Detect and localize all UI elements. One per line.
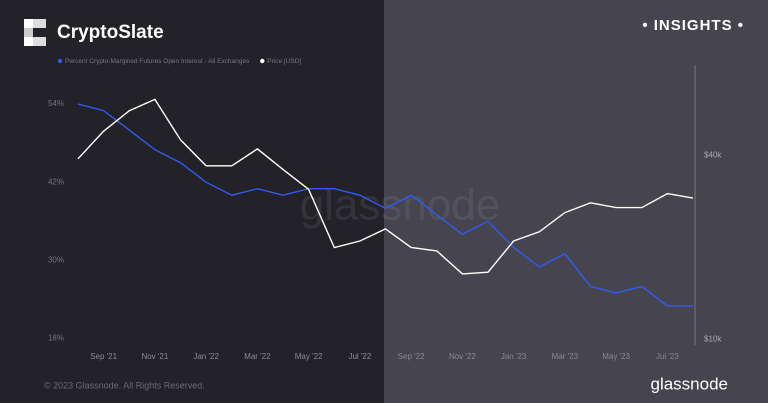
x-tick-label: May '23: [602, 352, 630, 361]
badge: • INSIGHTS •: [642, 17, 744, 34]
x-tick-label: Nov '21: [141, 352, 168, 361]
footer-logo: glassnode: [650, 374, 728, 393]
y-tick-label: 30%: [48, 255, 64, 264]
background-left: [0, 0, 384, 403]
x-tick-label: Sep '21: [90, 352, 117, 361]
x-tick-label: May '22: [295, 352, 323, 361]
legend-label: Price [USD]: [267, 58, 301, 65]
series-line: [77, 103, 693, 307]
x-tick-label: Jan '22: [193, 352, 219, 361]
y-tick-label: 18%: [48, 334, 64, 343]
series-line: [77, 98, 694, 275]
brand-logo: [24, 19, 46, 46]
y2-tick-label: $10k: [704, 335, 722, 344]
copyright: © 2023 Glassnode. All Rights Reserved.: [44, 380, 205, 390]
x-tick-label: Mar '22: [244, 352, 271, 361]
x-tick-label: Nov '22: [449, 352, 476, 361]
x-tick-label: Jul '23: [656, 352, 679, 361]
x-tick-label: Jan '23: [501, 352, 527, 361]
background-right: [384, 0, 768, 403]
watermark: glassnode: [300, 181, 501, 230]
x-tick-label: Sep '22: [398, 352, 425, 361]
brand: CryptoSlate: [57, 22, 164, 43]
y-tick-label: 54%: [48, 99, 64, 108]
y-tick-label: 42%: [48, 177, 64, 186]
legend-swatch: [57, 58, 63, 64]
x-tick-label: Jul '22: [348, 352, 371, 361]
y2-tick-label: $40k: [704, 151, 722, 160]
x-tick-label: Mar '23: [552, 352, 579, 361]
legend-label: Percent Crypto-Margined Futures Open Int…: [65, 58, 250, 65]
legend-swatch: [260, 58, 265, 64]
